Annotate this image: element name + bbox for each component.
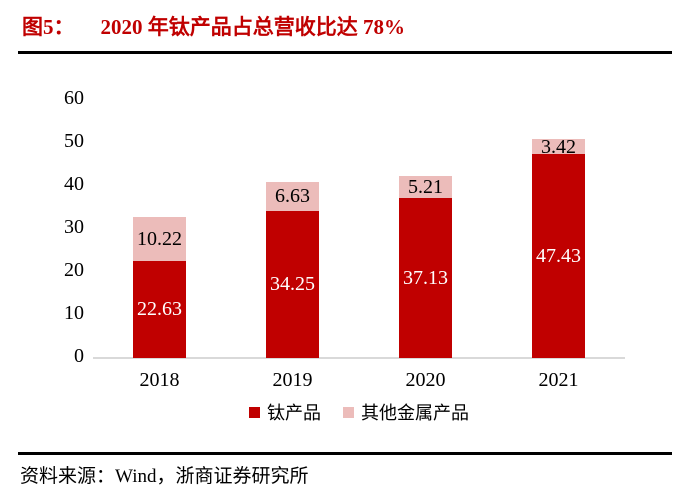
legend: 钛产品 其他金属产品 (93, 399, 625, 425)
bar-value-label: 22.63 (137, 298, 182, 321)
legend-item-titanium-products: 钛产品 (249, 399, 321, 425)
bar-value-label: 6.63 (275, 185, 310, 208)
source-label: 资料来源： (20, 466, 116, 487)
bar-value-label: 10.22 (137, 227, 182, 250)
bar-segment-titanium: 37.13 (399, 198, 452, 358)
bar-segment-other-metal: 6.63 (266, 182, 319, 211)
bar-segment-titanium: 22.63 (133, 260, 186, 358)
bar-segment-other-metal: 3.42 (532, 135, 585, 158)
y-axis-tick-label: 50 (64, 130, 84, 152)
bar-value-label: 3.42 (541, 135, 576, 158)
footer-divider (18, 452, 672, 455)
y-axis-tick-label: 10 (64, 302, 84, 324)
legend-label: 钛产品 (267, 403, 321, 423)
y-axis-tick-label: 20 (64, 259, 84, 281)
bar-segment-titanium: 34.25 (266, 210, 319, 358)
legend-label: 其他金属产品 (361, 403, 469, 423)
title-divider (18, 51, 672, 54)
bar-segment-titanium: 47.43 (532, 154, 585, 358)
y-axis-tick-label: 30 (64, 216, 84, 238)
bar-segment-other-metal: 10.22 (133, 216, 186, 261)
y-axis-tick-label: 40 (64, 173, 84, 195)
legend-swatch-icon (343, 406, 354, 418)
bar-value-label: 47.43 (536, 245, 581, 268)
x-axis-category-label: 2021 (538, 369, 579, 391)
x-axis-category-label: 2018 (139, 369, 180, 391)
source-text: Wind，浙商证券研究所 (115, 466, 309, 487)
y-axis-tick-label: 60 (64, 87, 84, 109)
figure-title-text: 2020 年钛产品占总营收比达 78% (100, 15, 406, 39)
bar-value-label: 34.25 (270, 273, 315, 296)
legend-item-other-metal-products: 其他金属产品 (343, 399, 469, 425)
y-axis-tick-label: 0 (74, 345, 84, 367)
x-axis-line (93, 357, 625, 359)
figure-title: 图5： 2020 年钛产品占总营收比达 78% (22, 11, 405, 41)
x-axis-category-label: 2020 (405, 369, 446, 391)
bar-value-label: 37.13 (403, 267, 448, 290)
legend-swatch-icon (249, 406, 260, 418)
bar-segment-other-metal: 5.21 (399, 175, 452, 199)
source-note: 资料来源：Wind，浙商证券研究所 (20, 461, 308, 488)
x-axis-category-label: 2019 (272, 369, 313, 391)
bar-value-label: 5.21 (408, 176, 443, 199)
figure-tag: 图5： (22, 15, 75, 39)
